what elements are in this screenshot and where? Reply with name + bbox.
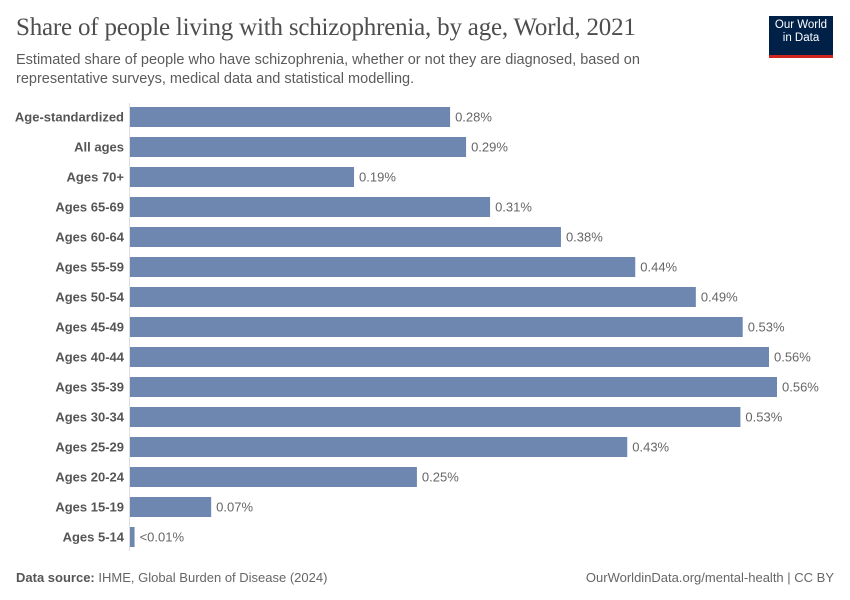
source-label: Data source: xyxy=(16,570,95,585)
category-label: Ages 40-44 xyxy=(55,350,124,365)
value-label: 0.49% xyxy=(701,290,738,305)
bar[interactable] xyxy=(130,377,777,397)
bar[interactable] xyxy=(130,347,769,367)
bar[interactable] xyxy=(130,257,636,277)
category-label: Ages 50-54 xyxy=(55,290,124,305)
category-label: Ages 20-24 xyxy=(55,470,124,485)
category-label: Ages 45-49 xyxy=(55,320,124,335)
bar[interactable] xyxy=(130,317,743,337)
value-label: 0.43% xyxy=(632,440,669,455)
value-label: 0.56% xyxy=(774,350,811,365)
category-label: Ages 5-14 xyxy=(63,530,125,545)
value-label: 0.29% xyxy=(471,140,508,155)
footer-url[interactable]: OurWorldinData.org/mental-health | CC BY xyxy=(585,570,834,585)
chart-title: Share of people living with schizophreni… xyxy=(16,14,636,41)
category-label: Ages 65-69 xyxy=(55,200,124,215)
category-label: Age-standardized xyxy=(15,110,124,125)
bar[interactable] xyxy=(130,197,491,217)
bar[interactable] xyxy=(130,407,741,427)
value-label: 0.38% xyxy=(566,230,603,245)
bar[interactable] xyxy=(130,467,417,487)
bar[interactable] xyxy=(130,137,467,157)
value-label: 0.25% xyxy=(422,470,459,485)
bar[interactable] xyxy=(130,287,696,307)
category-label: Ages 30-34 xyxy=(55,410,124,425)
bar[interactable] xyxy=(130,437,628,457)
bar[interactable] xyxy=(130,227,561,247)
category-label: All ages xyxy=(74,140,124,155)
category-label: Ages 25-29 xyxy=(55,440,124,455)
value-label: 0.44% xyxy=(640,260,677,275)
value-label: 0.28% xyxy=(455,110,492,125)
category-label: Ages 60-64 xyxy=(55,230,124,245)
value-label: 0.31% xyxy=(495,200,532,215)
category-label: Ages 55-59 xyxy=(55,260,124,275)
bar[interactable] xyxy=(130,167,355,187)
source-text[interactable]: IHME, Global Burden of Disease (2024) xyxy=(98,570,328,585)
logo-line1: Our World xyxy=(774,19,828,31)
category-label: Ages 70+ xyxy=(67,170,125,185)
bar[interactable] xyxy=(130,527,135,547)
data-source: Data source: IHME, Global Burden of Dise… xyxy=(16,570,327,585)
category-label: Ages 15-19 xyxy=(55,500,124,515)
value-label: 0.19% xyxy=(359,170,396,185)
value-label: 0.53% xyxy=(748,320,785,335)
bar[interactable] xyxy=(130,107,451,127)
chart-subtitle: Estimated share of people who have schiz… xyxy=(16,52,640,87)
category-label: Ages 35-39 xyxy=(55,380,124,395)
value-label: 0.07% xyxy=(216,500,253,515)
bar[interactable] xyxy=(130,497,212,517)
bar-chart: Age-standardized 0.28% All ages 0.29% Ages 7… xyxy=(15,103,819,551)
owid-logo[interactable]: Our World in Data xyxy=(769,16,833,58)
value-label: 0.56% xyxy=(782,380,819,395)
logo-line2: in Data xyxy=(782,32,820,44)
value-label: <0.01% xyxy=(140,530,185,545)
value-label: 0.53% xyxy=(745,410,782,425)
